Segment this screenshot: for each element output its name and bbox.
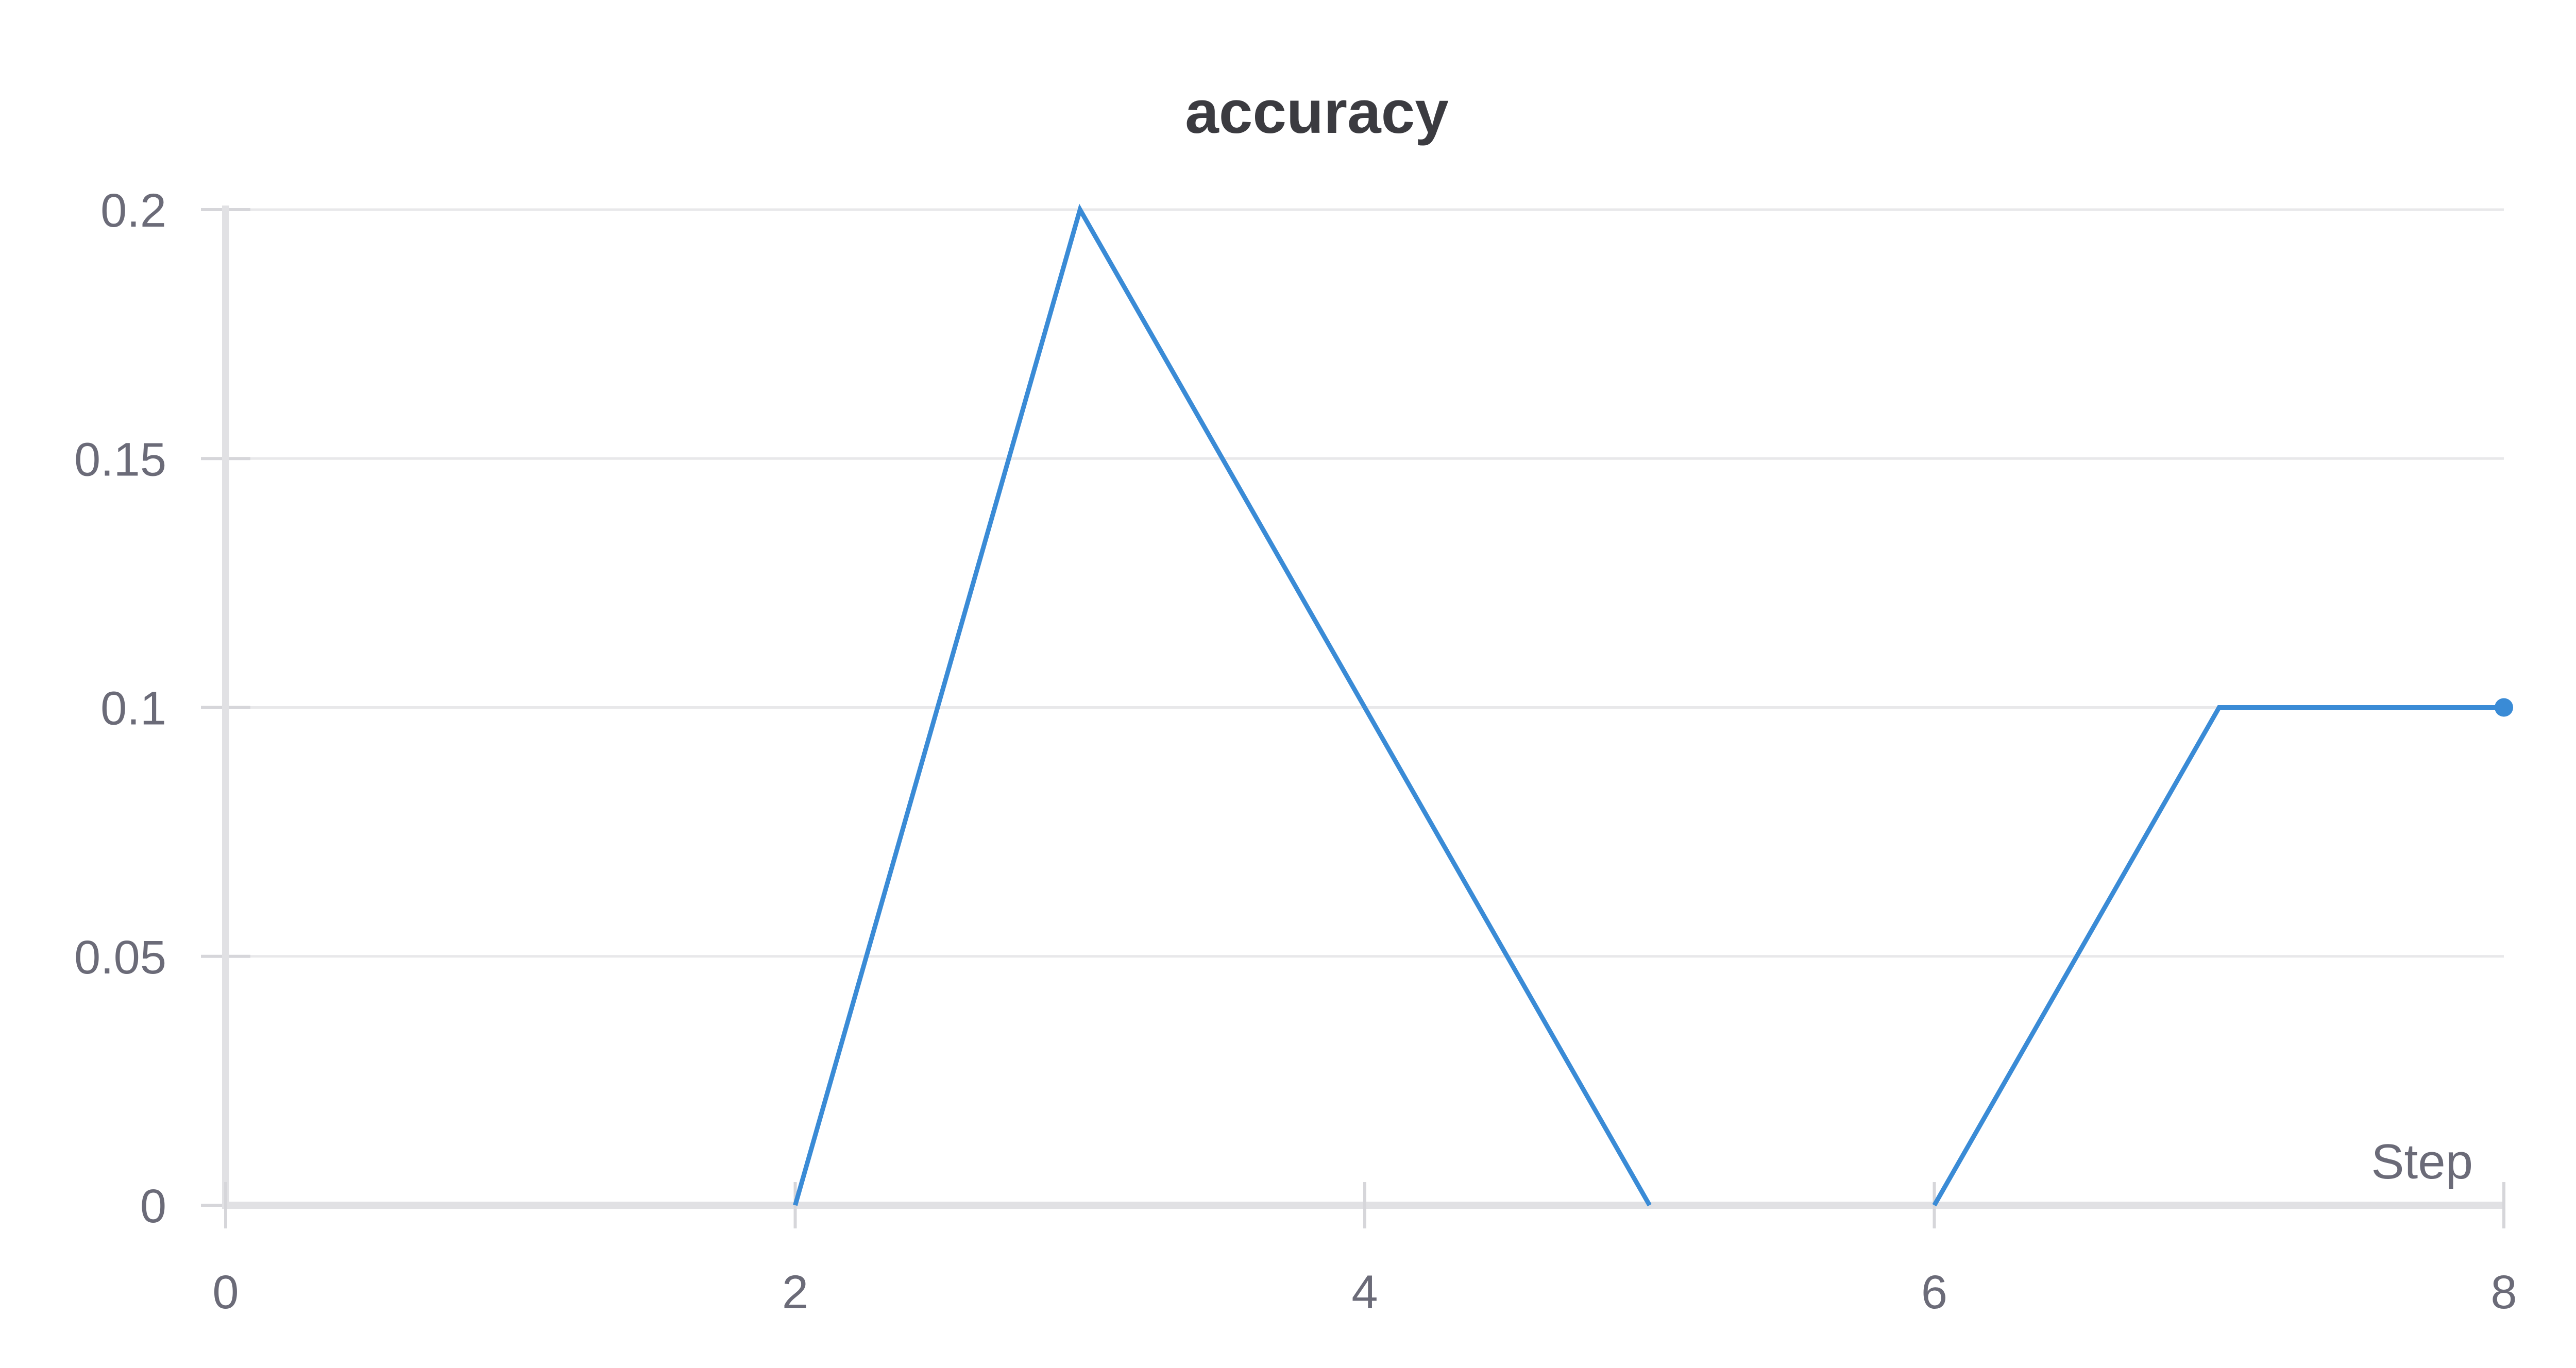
data-point bbox=[2216, 705, 2222, 710]
data-point bbox=[1077, 207, 1082, 212]
y-tick-label: 0.05 bbox=[74, 931, 166, 984]
data-point bbox=[1647, 1203, 1652, 1208]
axes bbox=[201, 206, 2505, 1228]
x-tick-label: 0 bbox=[212, 1266, 239, 1319]
last-point-marker bbox=[2495, 698, 2513, 717]
x-tick-label: 4 bbox=[1351, 1266, 1378, 1319]
data-point bbox=[793, 1203, 798, 1208]
x-tick-label: 6 bbox=[1921, 1266, 1947, 1319]
data-point bbox=[1932, 1203, 1937, 1208]
series-layer bbox=[793, 203, 2513, 1208]
y-tick-label: 0.15 bbox=[74, 433, 166, 486]
x-axis-title: Step bbox=[2371, 1134, 2473, 1189]
series-line-segment-1 bbox=[793, 203, 1652, 1207]
y-tick-label: 0 bbox=[140, 1180, 166, 1233]
chart-title: accuracy bbox=[1185, 78, 1449, 146]
y-tick-label: 0.2 bbox=[100, 184, 166, 237]
series-line-segment-2 bbox=[1932, 705, 2504, 1207]
x-tick-label: 2 bbox=[782, 1266, 808, 1319]
data-point bbox=[1362, 705, 1367, 710]
x-tick-label: 8 bbox=[2490, 1266, 2517, 1319]
grid-lines bbox=[226, 208, 2504, 958]
tick-labels: 0 0.05 0.1 0.15 0.2 0 2 4 6 8 bbox=[74, 184, 2517, 1319]
y-tick-label: 0.1 bbox=[100, 682, 166, 735]
